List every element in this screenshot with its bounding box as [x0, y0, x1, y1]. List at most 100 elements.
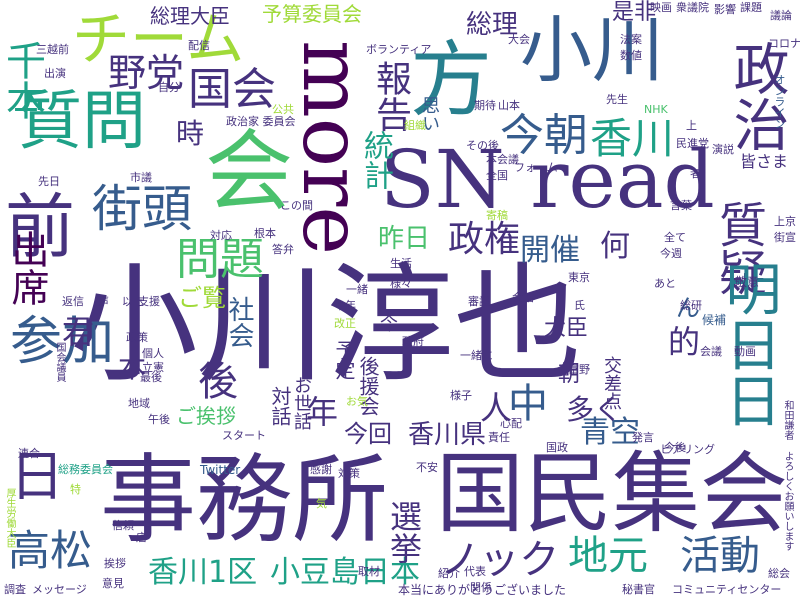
word-ue: 上 — [686, 119, 697, 132]
word-kagawa: 香川 — [590, 114, 675, 163]
word-kouho: 候補 — [702, 313, 727, 327]
word-kata: 方 — [410, 33, 493, 128]
word-yotei: 予定 — [332, 340, 356, 380]
word-zenkoku: 全国 — [486, 169, 508, 182]
word-shusseki: 出席 — [5, 230, 49, 306]
word-kesa: 今朝 — [500, 110, 588, 161]
word-seijika-iinkai: 政治家 委員会 — [226, 115, 296, 128]
word-kansha: 感謝 — [310, 463, 332, 476]
word-mae: 前 — [5, 186, 75, 268]
word-minshintou: 民進党 — [676, 137, 709, 150]
word-nani: 何 — [600, 229, 630, 264]
word-yamamoto: 山本 — [498, 99, 520, 112]
word-shutsuen: 出演 — [44, 67, 66, 80]
word-chousa: 調査 — [4, 583, 26, 596]
word-hatsugen: 発言 — [632, 431, 654, 444]
word-subete: 全て — [664, 231, 686, 244]
word-go: 後 — [198, 359, 238, 405]
word-konpon: 根本 — [254, 227, 276, 240]
word-ogawa-junya: 小川淳也 — [70, 251, 583, 400]
word-yousu: 様子 — [450, 389, 472, 402]
word-shitsugi: 質疑 — [710, 200, 766, 296]
word-hata: 寄稿 — [486, 209, 508, 222]
word-hokoku: 報告 — [370, 60, 411, 132]
word-joukyou: 上京 — [774, 215, 796, 228]
word-kokkai: 国会 — [188, 64, 276, 115]
word-shigi: 市議 — [130, 171, 152, 184]
word-ritsuken: 立憲 — [142, 361, 164, 374]
word-sensei: 先生 — [606, 93, 628, 106]
word-soshiki: 組織 — [404, 119, 426, 132]
word-online: オンライン — [773, 74, 786, 129]
word-honto: 本当にありがとうございました — [398, 583, 567, 597]
word-sonogo: その後 — [466, 139, 499, 152]
word-jimusho: 事務所 — [100, 444, 388, 556]
word-shinrai: 信頼 — [112, 519, 134, 532]
word-haishin: 配信 — [188, 39, 210, 52]
word-nokku: ノック — [440, 537, 560, 583]
word-message: メッセージ — [32, 583, 87, 596]
word-konshuu: 今週 — [660, 247, 682, 260]
word-start: スタート — [222, 429, 266, 442]
word-isshoni: 一緒に — [460, 349, 493, 362]
word-nhk: NHK — [644, 103, 668, 116]
word-kaisai: 開催 — [520, 233, 580, 268]
word-kankei: 関係 — [470, 581, 492, 594]
word-hito: 人 — [480, 389, 513, 427]
word-katsudou: 活動 — [680, 533, 760, 579]
word-kitai: 期待 — [474, 99, 496, 112]
word-sennin: 千本 — [0, 40, 45, 120]
word-seikatsu: 生活 — [390, 257, 412, 270]
word-goran: ご覧 — [178, 284, 226, 312]
word-yosan: 予算委員会 — [262, 2, 362, 26]
word-form: フォーム — [514, 161, 558, 174]
word-shinpai: 心配 — [500, 417, 522, 430]
word-koukyou: 公共 — [272, 103, 294, 116]
word-taiou: 対応 — [210, 229, 232, 242]
word-seiji: 政治 — [724, 40, 789, 152]
word-naka: 中 — [508, 381, 548, 427]
word-mitsukoshimae: 三越前 — [36, 43, 69, 56]
word-asa: 朝 — [558, 362, 581, 387]
word-koe: 声 — [98, 295, 109, 308]
word-eiga: 映画 — [650, 1, 672, 14]
word-hon: 本 — [118, 351, 147, 384]
word-yatou: 野党 — [108, 51, 185, 95]
word-jiten: 時 — [176, 117, 205, 150]
word-kokumin-shukai: 国民集会 — [436, 442, 789, 545]
word-daihyou: 代表 — [464, 565, 486, 578]
word-kokusei: 国政 — [546, 441, 568, 454]
word-mise: 店 — [136, 531, 147, 544]
word-senkyo: 選挙 — [385, 500, 423, 564]
word-teki: 的 — [668, 323, 701, 361]
word-gaitou: 街頭 — [92, 180, 192, 238]
word-hoan: 法案 — [620, 33, 642, 46]
word-rengou: 連合 — [18, 447, 40, 460]
word-konoaida: この間 — [280, 199, 313, 212]
word-kongo: 今後 — [664, 441, 686, 454]
word-omoi: 思い — [419, 96, 440, 132]
word-kokkaigiin: 国会議員 — [54, 342, 65, 382]
word-minna: 皆さま — [740, 152, 789, 171]
word-kadai: 課題 — [740, 1, 762, 14]
word-kaisei: 改正 — [334, 317, 356, 330]
word-korona: コロナ — [768, 37, 800, 50]
word-osewa: お世話 — [291, 376, 312, 430]
word-shodoshima: 小豆島日本 — [270, 555, 420, 590]
word-nichi: 日 — [10, 445, 64, 508]
word-mondai: 問題 — [176, 234, 264, 285]
word-ima: 今 — [380, 314, 398, 335]
word-ooku: 多く — [566, 393, 623, 426]
word-kouenkai: 後援会 — [356, 356, 380, 416]
word-sekinin: 責任 — [488, 431, 510, 444]
word-sanka: 参加 — [10, 312, 115, 372]
word-shi: 氏 — [574, 299, 585, 312]
word-souri-daijin: 総理大臣 — [150, 4, 230, 28]
word-kagawaken: 香川県 — [408, 420, 487, 450]
word-senjitsu: 先日 — [38, 175, 60, 188]
word-n: ん — [676, 294, 700, 322]
word-sougouken: 総研 — [680, 299, 702, 312]
word-iken: 意見 — [102, 577, 124, 590]
word-touben: 答弁 — [272, 243, 294, 256]
word-daijin: 大臣 — [544, 316, 589, 341]
